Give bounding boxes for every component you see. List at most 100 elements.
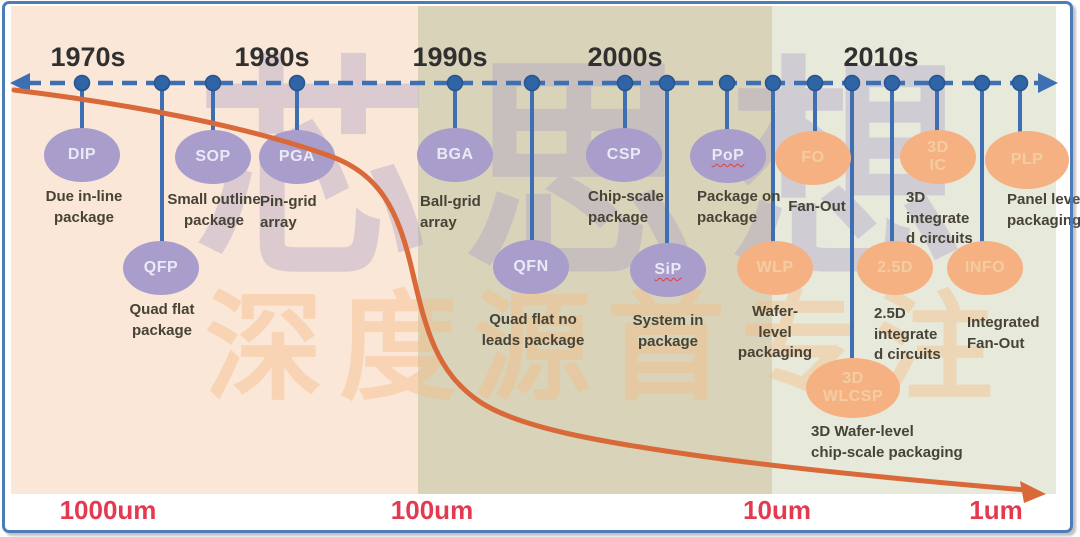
- node-name-line: package: [53, 208, 115, 226]
- node-name-line: 3D Wafer-level: [811, 423, 914, 440]
- node-name-line: Chip-scale: [588, 188, 664, 205]
- node-name-line: Quad flat no: [489, 311, 577, 328]
- node-name-line: Pin-grid: [260, 193, 317, 210]
- node-ellipse-pop: PoP: [690, 129, 766, 183]
- node-acronym-3d-ic: 3D: [927, 138, 949, 156]
- node-name-line: chip-scale packaging: [811, 443, 963, 461]
- node-name-line: array: [260, 213, 297, 231]
- node-name-line: packaging: [737, 344, 813, 362]
- node-name-line: Small outline: [167, 191, 261, 208]
- node-name-3d-ic: 3D integrate d circuits: [906, 188, 973, 250]
- node-name-line: package: [131, 321, 193, 339]
- node-acronym-2-5d: 2.5D: [877, 258, 913, 276]
- node-name-line: package: [588, 208, 649, 226]
- node-acronym-sip: SiP: [654, 260, 682, 278]
- node-name-qfn: Quad flat no leads package: [482, 310, 585, 351]
- node-ellipse-qfp: QFP: [123, 241, 199, 295]
- timeline-dot-csp: [616, 74, 634, 92]
- node-name-line: Integrated: [967, 314, 1040, 331]
- node-acronym-bga: BGA: [436, 145, 474, 163]
- node-name-dip: Due in-line package: [46, 187, 123, 228]
- node-name-sop: Small outline package: [167, 190, 260, 231]
- node-name-line: array: [420, 213, 457, 231]
- node-name-line: 2.5D: [874, 305, 906, 322]
- node-ellipse-sop: SOP: [175, 130, 251, 184]
- node-acronym-pga: PGA: [278, 147, 316, 165]
- timeline-dot-bga: [446, 74, 464, 92]
- node-name-line: leads package: [481, 331, 585, 349]
- node-acronym-3d-wlcsp: 3D: [842, 369, 864, 387]
- node-ellipse-wlp: WLP: [737, 241, 813, 295]
- decade-label-2000s: 2000s: [587, 42, 663, 72]
- scale-label-1000um: 1000um: [59, 495, 157, 525]
- node-name-line: packaging: [1007, 211, 1080, 229]
- node-acronym-qfn: QFN: [513, 257, 549, 275]
- node-ellipse-qfn: QFN: [493, 240, 569, 294]
- timeline-dot-dip: [73, 74, 91, 92]
- scale-label-100um: 100um: [390, 495, 474, 525]
- node-name-2-5d: 2.5D integrate d circuits: [874, 304, 941, 366]
- node-ellipse-dip: DIP: [44, 128, 120, 182]
- node-acronym-dip: DIP: [67, 145, 97, 163]
- node-acronym-info: INFO: [964, 258, 1006, 276]
- node-name-line: Panel level: [1007, 191, 1080, 208]
- decade-label-2010s: 2010s: [843, 42, 919, 72]
- node-acronym-plp: PLP: [1010, 150, 1044, 168]
- node-name-csp: Chip-scale package: [588, 187, 664, 228]
- node-name-info: Integrated Fan-Out: [967, 313, 1040, 354]
- node-name-line: package: [697, 208, 758, 226]
- node-name-qfp: Quad flat package: [129, 300, 194, 341]
- node-name-line: Package on: [697, 188, 781, 205]
- timeline-dot-3d-wlcsp: [843, 74, 861, 92]
- node-name-line: System in: [632, 312, 704, 329]
- node-name-bga: Ball-grid array: [420, 192, 481, 233]
- timeline-dot-3d-ic: [928, 74, 946, 92]
- node-acronym-wlp: WLP: [756, 258, 794, 276]
- node-ellipse-pga: PGA: [259, 130, 335, 184]
- node-name-line: Fan-Out: [967, 334, 1025, 352]
- node-acronym-csp: CSP: [606, 145, 642, 163]
- timeline-dot-qfn: [523, 74, 541, 92]
- node-acronym-sop: SOP: [195, 147, 231, 165]
- node-name-line: Wafer-: [751, 303, 799, 320]
- node-name-line: Due in-line: [45, 188, 123, 205]
- node-name-line: 3D: [906, 189, 926, 206]
- node-name-line: d circuits: [906, 230, 973, 248]
- scale-label-1um: 1um: [969, 495, 1023, 525]
- node-name-line: package: [637, 332, 699, 350]
- node-ellipse-plp: PLP: [985, 131, 1069, 189]
- scale-label-10um: 10um: [743, 495, 811, 525]
- node-name-line: Quad flat: [129, 301, 195, 318]
- node-ellipse-bga: BGA: [417, 128, 493, 182]
- timeline-right-arrow-icon: [1038, 73, 1058, 93]
- timeline-left-arrow-icon: [10, 73, 30, 93]
- node-name-line: integrate: [874, 325, 938, 343]
- decade-label-1970s: 1970s: [50, 42, 126, 72]
- timeline-dot-wlp: [764, 74, 782, 92]
- timeline-dot-sop: [204, 74, 222, 92]
- node-name-plp: Panel level packaging: [1007, 190, 1080, 231]
- node-name-3d-wlcsp: 3D Wafer-level chip-scale packaging: [811, 422, 963, 463]
- node-acronym-fo: FO: [801, 148, 825, 166]
- node-name-line: integrate: [906, 209, 970, 227]
- timeline-dot-2-5d: [883, 74, 901, 92]
- node-acronym-3d-ic: IC: [929, 157, 947, 174]
- node-acronym-pop: PoP: [711, 146, 745, 164]
- node-name-wlp: Wafer-level packaging: [738, 302, 812, 364]
- node-name-line: d circuits: [874, 346, 941, 364]
- timeline-dot-sip: [658, 74, 676, 92]
- node-name-pop: Package on package: [697, 187, 780, 228]
- node-name-line: Fan-Out: [788, 198, 846, 215]
- node-name-pga: Pin-grid array: [260, 192, 317, 233]
- decade-label-1980s: 1980s: [234, 42, 310, 72]
- timeline-dot-pga: [288, 74, 306, 92]
- node-name-line: Ball-grid: [420, 193, 481, 210]
- timeline-dot-pop: [718, 74, 736, 92]
- node-name-line: level: [758, 323, 792, 341]
- node-ellipse-3d-wlcsp: 3D WLCSP: [806, 358, 900, 418]
- timeline-dot-qfp: [153, 74, 171, 92]
- node-ellipse-3d-ic: 3D IC: [900, 130, 976, 184]
- node-name-line: package: [183, 211, 245, 229]
- node-acronym-3d-wlcsp: WLCSP: [822, 388, 884, 405]
